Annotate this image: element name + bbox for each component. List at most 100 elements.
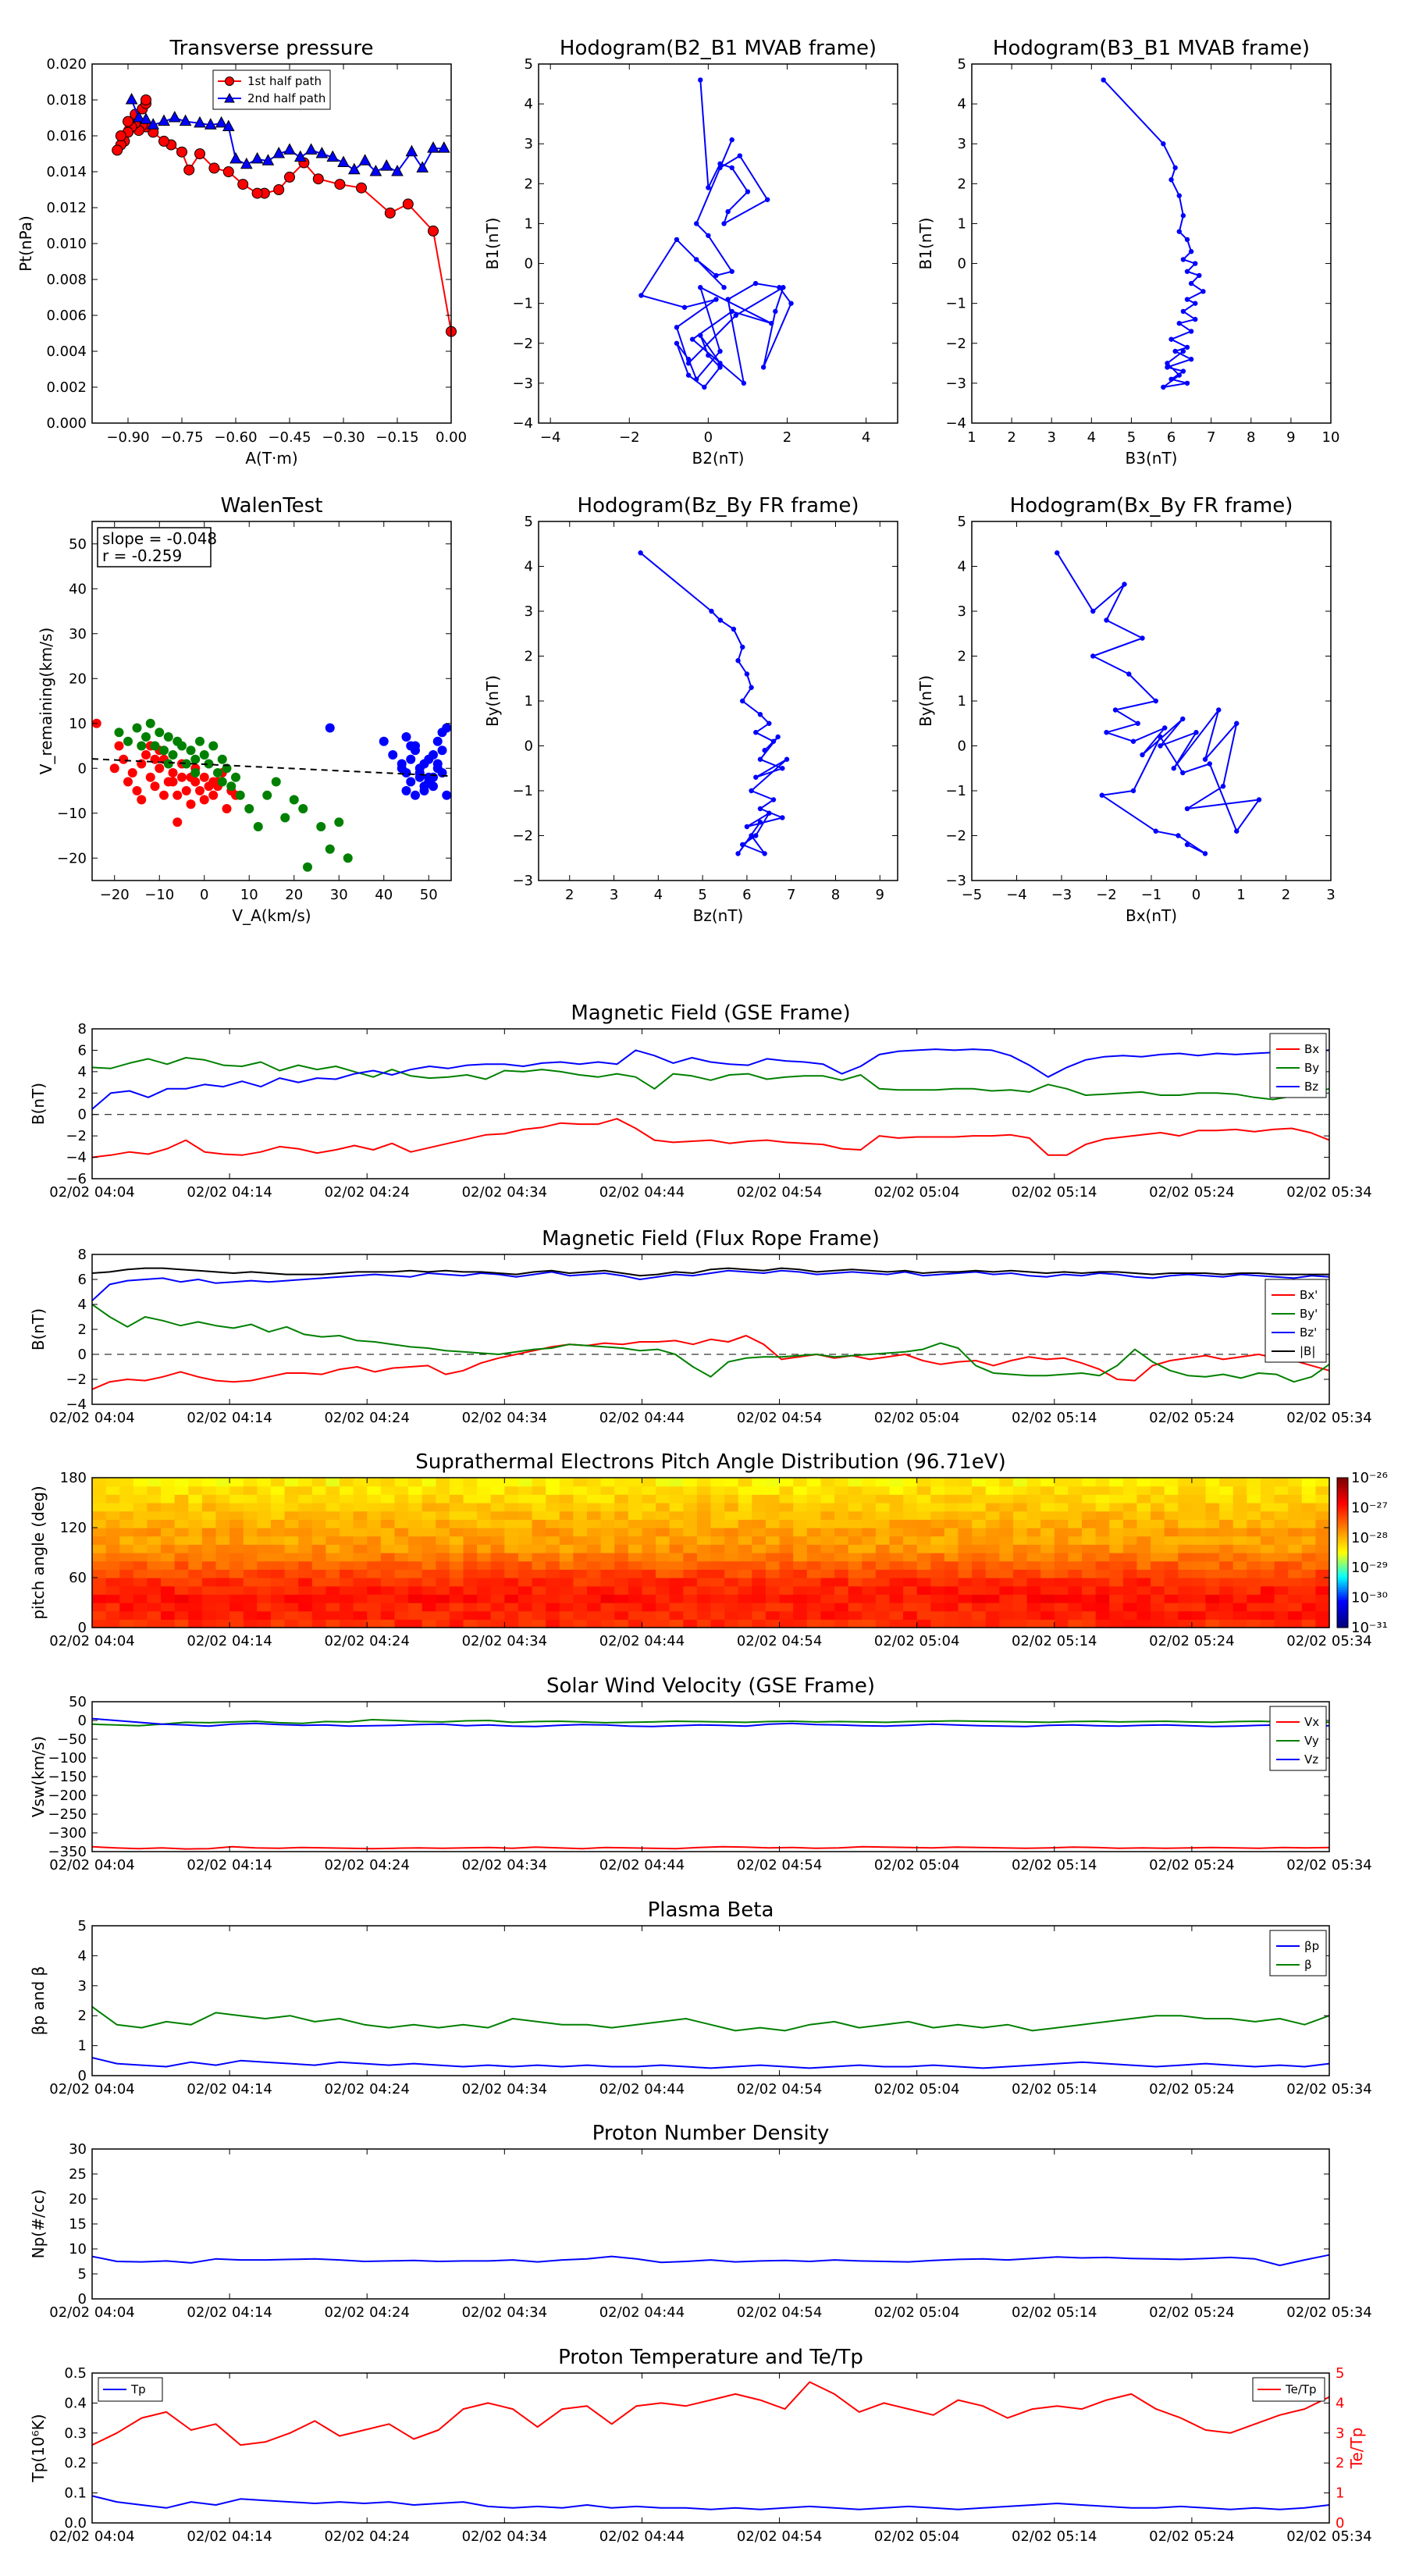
- heatmap-cell: [1068, 1610, 1083, 1620]
- y-tick-label: −350: [48, 1844, 87, 1860]
- y-tick-label: 4: [78, 1948, 87, 1964]
- heatmap-cell: [1301, 1553, 1316, 1562]
- data-point: [155, 763, 165, 774]
- heatmap-cell: [477, 1553, 492, 1562]
- heatmap-cell: [985, 1569, 1000, 1578]
- heatmap-cell: [724, 1478, 739, 1487]
- heatmap-cell: [738, 1603, 752, 1612]
- data-point-triangle: [337, 155, 350, 167]
- heatmap-cell: [696, 1503, 712, 1512]
- panel-transverse_pressure: Transverse pressure0.0000.0020.0040.0060…: [16, 37, 467, 468]
- heatmap-cell: [1315, 1535, 1330, 1545]
- hodogram-point: [777, 285, 782, 290]
- hodogram-point: [1176, 321, 1182, 326]
- heatmap-cell: [642, 1569, 656, 1578]
- heatmap-cell: [1260, 1603, 1275, 1612]
- heatmap-cell: [284, 1594, 299, 1603]
- heatmap-cell: [999, 1519, 1014, 1528]
- colorbar-cell: [1337, 1550, 1348, 1553]
- colorbar-cell: [1337, 1547, 1348, 1551]
- heatmap-cell: [1191, 1519, 1207, 1528]
- heatmap-cell: [133, 1503, 148, 1512]
- heatmap-cell: [147, 1585, 162, 1595]
- colorbar-cell: [1337, 1585, 1348, 1589]
- heatmap-cell: [1122, 1535, 1138, 1545]
- heatmap-cell: [793, 1494, 808, 1503]
- heatmap-cell: [201, 1569, 217, 1578]
- heatmap-cell: [353, 1569, 368, 1578]
- hodogram-point: [1180, 213, 1186, 219]
- panel-title: Transverse pressure: [169, 37, 374, 60]
- heatmap-cell: [889, 1535, 904, 1545]
- heatmap-cell: [985, 1585, 1000, 1595]
- heatmap-cell: [1151, 1494, 1165, 1503]
- heatmap-cell: [243, 1553, 258, 1562]
- heatmap-cell: [916, 1585, 931, 1595]
- heatmap-cell: [1054, 1578, 1069, 1587]
- data-point: [208, 741, 219, 751]
- heatmap-cell: [1247, 1528, 1261, 1537]
- heatmap-cell: [972, 1560, 987, 1570]
- heatmap-cell: [119, 1585, 134, 1595]
- data-point: [419, 759, 429, 769]
- colorbar-cell: [1337, 1532, 1348, 1536]
- heatmap-cell: [1247, 1553, 1261, 1562]
- panel-hodogram_bz_by: Hodogram(Bz_By FR frame)−3−2−1012345By(n…: [483, 494, 898, 925]
- data-point: [442, 790, 452, 800]
- heatmap-cell: [793, 1528, 808, 1537]
- heatmap-cell: [916, 1578, 931, 1587]
- hodogram-point: [1171, 766, 1176, 771]
- data-point-circle: [356, 182, 367, 194]
- heatmap-cell: [161, 1503, 176, 1512]
- heatmap-cell: [806, 1610, 821, 1620]
- y-tick-label: 5: [78, 2266, 87, 2282]
- heatmap-cell: [174, 1578, 189, 1587]
- data-point-circle: [194, 148, 205, 159]
- x-tick-label: 3: [1047, 429, 1055, 446]
- heatmap-cell: [188, 1578, 203, 1587]
- heatmap-cell: [353, 1510, 368, 1520]
- heatmap-cell: [380, 1610, 396, 1620]
- heatmap-cell: [1164, 1560, 1179, 1570]
- heatmap-cell: [463, 1535, 478, 1545]
- heatmap-cell: [518, 1610, 533, 1620]
- hodogram-point: [1180, 368, 1186, 374]
- heatmap-cell: [147, 1619, 162, 1628]
- heatmap-cell: [532, 1569, 546, 1578]
- colorbar-cell: [1337, 1530, 1348, 1533]
- data-point-triangle: [261, 154, 275, 165]
- axes-frame: [91, 521, 452, 881]
- heatmap-cell: [408, 1560, 423, 1570]
- heatmap-cell: [1191, 1610, 1207, 1620]
- heatmap-cell: [903, 1485, 918, 1495]
- legend-label: Te/Tp: [1285, 2382, 1317, 2396]
- x-axis-label: Bx(nT): [1126, 906, 1177, 925]
- heatmap-cell: [656, 1553, 670, 1562]
- heatmap-cell: [436, 1535, 450, 1545]
- heatmap-cell: [1082, 1619, 1097, 1628]
- heatmap-cell: [600, 1510, 615, 1520]
- heatmap-cell: [1068, 1478, 1083, 1487]
- heatmap-cell: [92, 1510, 107, 1520]
- heatmap-cell: [436, 1485, 450, 1495]
- heatmap-cell: [161, 1553, 176, 1562]
- heatmap-cell: [311, 1560, 326, 1570]
- heatmap-cell: [1164, 1519, 1179, 1528]
- heatmap-cell: [628, 1560, 643, 1570]
- heatmap-cell: [916, 1535, 931, 1545]
- heatmap-cell: [367, 1594, 382, 1603]
- heatmap-cell: [559, 1578, 574, 1587]
- heatmap-cell: [765, 1594, 781, 1603]
- heatmap-cell: [215, 1603, 230, 1612]
- heatmap-cell: [215, 1528, 230, 1537]
- x-tick-label: −1: [1141, 887, 1162, 903]
- heatmap-cell: [600, 1594, 615, 1603]
- heatmap-cell: [257, 1560, 272, 1570]
- heatmap-cell: [559, 1503, 574, 1512]
- annotation-text: slope = -0.048: [102, 529, 217, 548]
- heatmap-cell: [380, 1619, 396, 1628]
- heatmap-cell: [408, 1569, 423, 1578]
- heatmap-cell: [1068, 1553, 1083, 1562]
- y-tick-label: 1: [78, 2038, 87, 2055]
- heatmap-cell: [656, 1478, 670, 1487]
